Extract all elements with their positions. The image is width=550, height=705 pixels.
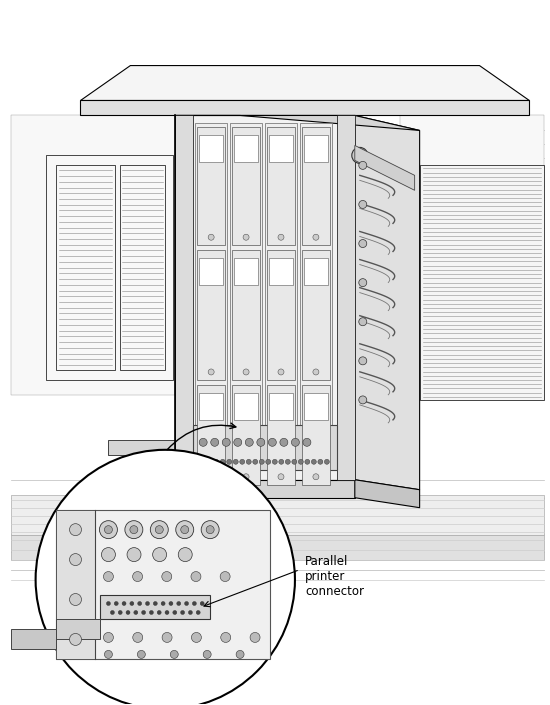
Polygon shape bbox=[265, 123, 297, 425]
Polygon shape bbox=[80, 66, 529, 101]
Circle shape bbox=[243, 474, 249, 479]
Circle shape bbox=[103, 632, 113, 642]
Circle shape bbox=[359, 318, 367, 326]
Polygon shape bbox=[10, 630, 56, 649]
Circle shape bbox=[133, 572, 142, 582]
Polygon shape bbox=[199, 258, 223, 285]
Circle shape bbox=[220, 459, 225, 465]
Polygon shape bbox=[80, 101, 529, 116]
Circle shape bbox=[292, 439, 299, 446]
Circle shape bbox=[208, 474, 214, 479]
Polygon shape bbox=[108, 440, 175, 455]
Polygon shape bbox=[355, 479, 420, 508]
Circle shape bbox=[185, 601, 189, 606]
Circle shape bbox=[303, 439, 311, 446]
Polygon shape bbox=[234, 135, 258, 162]
Polygon shape bbox=[304, 258, 328, 285]
Circle shape bbox=[130, 601, 134, 606]
Polygon shape bbox=[199, 393, 223, 420]
Polygon shape bbox=[300, 123, 332, 425]
Circle shape bbox=[359, 200, 367, 209]
Polygon shape bbox=[232, 385, 260, 485]
Circle shape bbox=[101, 548, 116, 562]
Circle shape bbox=[196, 611, 200, 615]
Polygon shape bbox=[232, 128, 260, 245]
Circle shape bbox=[298, 459, 303, 465]
Circle shape bbox=[292, 459, 297, 465]
Circle shape bbox=[305, 459, 310, 465]
Polygon shape bbox=[10, 495, 544, 534]
Polygon shape bbox=[10, 116, 175, 395]
Circle shape bbox=[243, 234, 249, 240]
Circle shape bbox=[278, 234, 284, 240]
Polygon shape bbox=[234, 393, 258, 420]
Circle shape bbox=[352, 147, 368, 164]
Polygon shape bbox=[193, 425, 337, 470]
Circle shape bbox=[125, 521, 143, 539]
Circle shape bbox=[278, 369, 284, 375]
Polygon shape bbox=[175, 116, 355, 479]
Polygon shape bbox=[230, 123, 262, 425]
Circle shape bbox=[153, 548, 167, 562]
Circle shape bbox=[233, 459, 238, 465]
Circle shape bbox=[227, 459, 232, 465]
Circle shape bbox=[69, 594, 81, 606]
Polygon shape bbox=[302, 250, 330, 380]
Polygon shape bbox=[175, 116, 420, 130]
Circle shape bbox=[170, 651, 178, 658]
Circle shape bbox=[359, 357, 367, 364]
Circle shape bbox=[36, 450, 295, 705]
Text: Parallel
printer
connector: Parallel printer connector bbox=[305, 555, 364, 598]
Polygon shape bbox=[175, 479, 355, 498]
Circle shape bbox=[69, 524, 81, 536]
Polygon shape bbox=[302, 385, 330, 485]
Polygon shape bbox=[267, 128, 295, 245]
Polygon shape bbox=[199, 135, 223, 162]
Circle shape bbox=[118, 611, 122, 615]
Circle shape bbox=[127, 548, 141, 562]
Circle shape bbox=[246, 459, 251, 465]
Polygon shape bbox=[232, 250, 260, 380]
Circle shape bbox=[278, 474, 284, 479]
Circle shape bbox=[176, 521, 194, 539]
Circle shape bbox=[313, 234, 319, 240]
Polygon shape bbox=[269, 393, 293, 420]
Circle shape bbox=[104, 651, 112, 658]
Circle shape bbox=[324, 459, 329, 465]
Circle shape bbox=[111, 611, 114, 615]
Circle shape bbox=[133, 632, 143, 642]
Polygon shape bbox=[197, 385, 225, 485]
Circle shape bbox=[245, 439, 254, 446]
Polygon shape bbox=[56, 510, 96, 659]
Circle shape bbox=[157, 611, 161, 615]
Circle shape bbox=[313, 474, 319, 479]
Circle shape bbox=[359, 161, 367, 169]
Circle shape bbox=[240, 459, 245, 465]
Circle shape bbox=[122, 601, 126, 606]
Circle shape bbox=[173, 611, 177, 615]
Circle shape bbox=[189, 611, 192, 615]
Circle shape bbox=[311, 459, 316, 465]
Circle shape bbox=[138, 651, 145, 658]
Circle shape bbox=[107, 601, 111, 606]
Polygon shape bbox=[56, 166, 116, 370]
Circle shape bbox=[201, 459, 206, 465]
Circle shape bbox=[177, 601, 181, 606]
Polygon shape bbox=[269, 135, 293, 162]
Circle shape bbox=[155, 526, 163, 534]
Circle shape bbox=[214, 459, 219, 465]
Polygon shape bbox=[269, 258, 293, 285]
Circle shape bbox=[207, 459, 212, 465]
Circle shape bbox=[141, 611, 146, 615]
Circle shape bbox=[104, 526, 112, 534]
Circle shape bbox=[103, 572, 113, 582]
Circle shape bbox=[162, 572, 172, 582]
Circle shape bbox=[100, 521, 117, 539]
Circle shape bbox=[191, 572, 201, 582]
Circle shape bbox=[313, 369, 319, 375]
Circle shape bbox=[114, 601, 118, 606]
Circle shape bbox=[208, 234, 214, 240]
Circle shape bbox=[285, 459, 290, 465]
Polygon shape bbox=[355, 116, 420, 490]
